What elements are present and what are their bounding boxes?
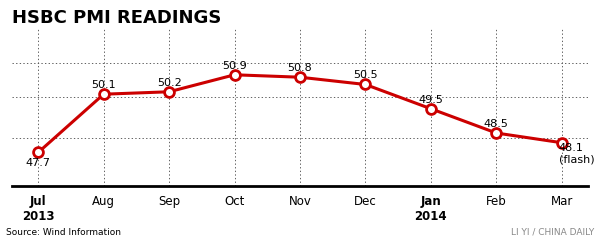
Point — [426, 107, 436, 111]
Text: 50.8: 50.8 — [287, 63, 313, 73]
Text: 48.1
(flash): 48.1 (flash) — [559, 143, 594, 164]
Point — [557, 141, 566, 145]
Point — [491, 131, 501, 135]
Text: LI YI / CHINA DAILY: LI YI / CHINA DAILY — [511, 228, 594, 237]
Text: 48.5: 48.5 — [484, 119, 509, 129]
Text: 50.1: 50.1 — [91, 80, 116, 90]
Text: 47.7: 47.7 — [26, 158, 50, 168]
Text: 49.5: 49.5 — [418, 95, 443, 104]
Text: HSBC PMI READINGS: HSBC PMI READINGS — [12, 9, 221, 27]
Text: 50.2: 50.2 — [157, 77, 181, 87]
Point — [295, 75, 305, 79]
Point — [34, 151, 43, 154]
Text: 50.9: 50.9 — [222, 60, 247, 71]
Text: Source: Wind Information: Source: Wind Information — [6, 228, 121, 237]
Point — [230, 73, 239, 77]
Point — [99, 92, 109, 96]
Point — [361, 83, 370, 87]
Point — [164, 90, 174, 94]
Text: 50.5: 50.5 — [353, 70, 378, 80]
